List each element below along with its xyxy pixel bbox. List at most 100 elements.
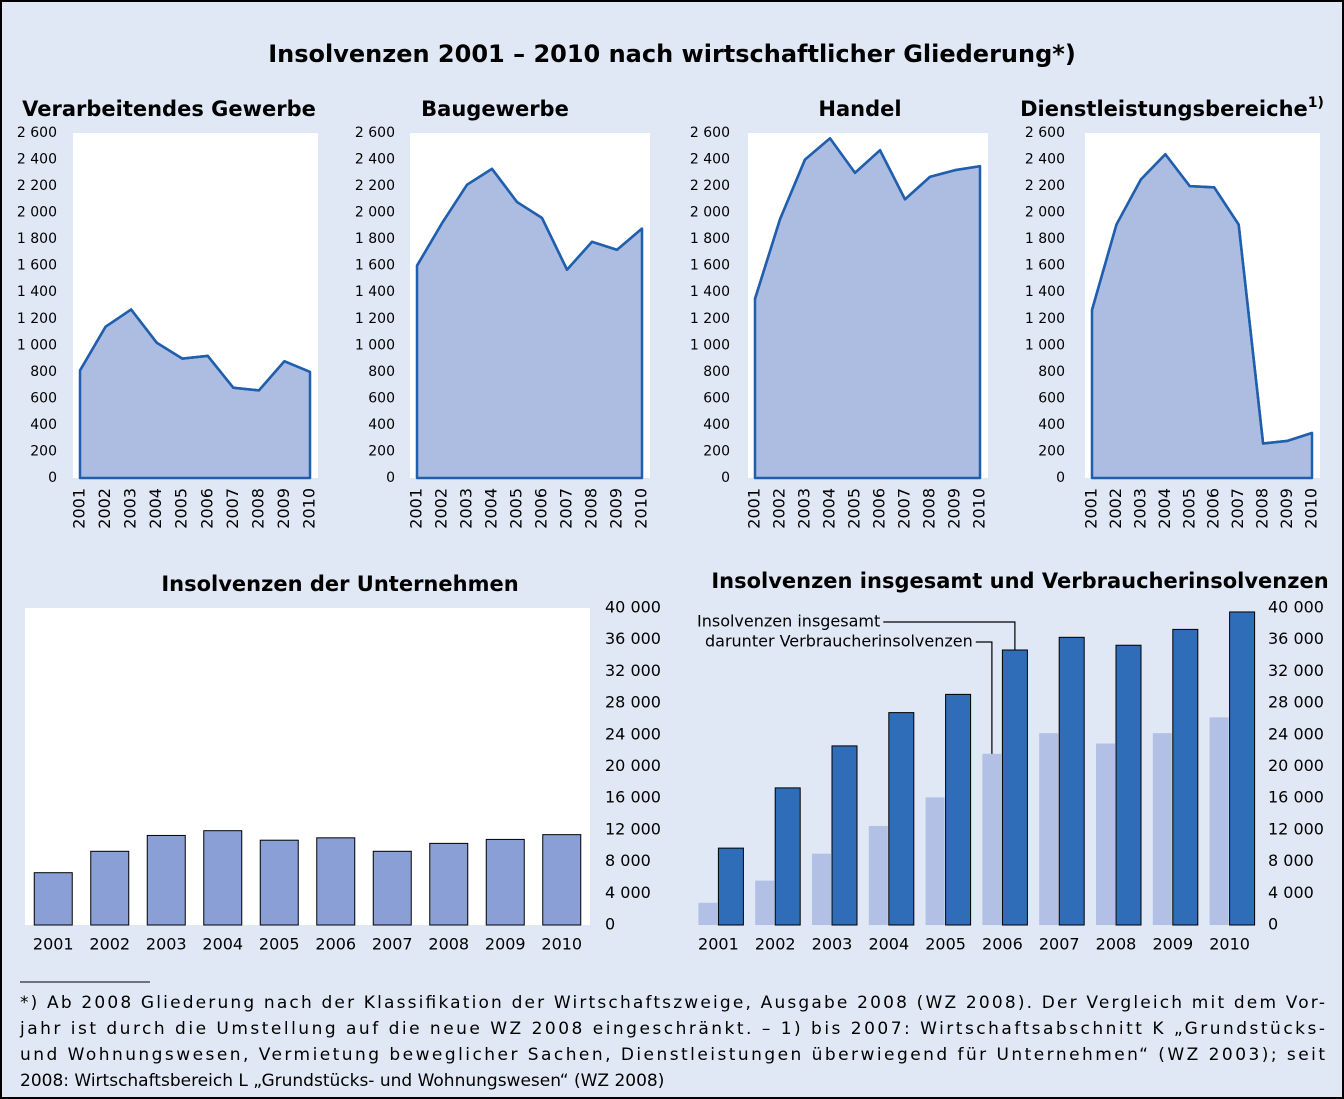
y-tick-label: 2 400 (355, 152, 395, 168)
chart-title: Dienstleistungsbereiche1) (1020, 95, 1324, 121)
x-tick-label: 2003 (812, 935, 853, 954)
y-tick-label: 400 (30, 417, 57, 433)
bar (1172, 628, 1199, 926)
y-tick-label: 20 000 (1268, 756, 1324, 775)
chart-title: Insolvenzen der Unternehmen (161, 572, 518, 596)
bar (698, 902, 718, 925)
x-tick-label: 2001 (698, 935, 739, 954)
y-tick-label: 12 000 (1268, 819, 1324, 838)
x-tick-label: 2004 (202, 935, 243, 954)
y-tick-label: 200 (30, 443, 57, 459)
bar (90, 850, 130, 926)
y-tick-label: 1 400 (17, 284, 57, 300)
y-tick-label: 2 600 (355, 125, 395, 141)
chart-title: Insolvenzen insgesamt und Verbraucherins… (711, 569, 1328, 593)
y-tick-label: 1 200 (1025, 311, 1065, 327)
y-tick-label: 800 (1038, 364, 1065, 380)
y-tick-label: 0 (605, 915, 615, 934)
y-tick-label: 2 000 (17, 205, 57, 221)
y-tick-label: 32 000 (1268, 661, 1324, 680)
y-tick-label: 2 000 (1025, 205, 1065, 221)
y-tick-label: 200 (703, 443, 730, 459)
y-tick-label: 1 600 (355, 258, 395, 274)
x-tick-label: 2010 (1302, 488, 1321, 529)
x-tick-label: 2004 (482, 488, 501, 529)
y-tick-label: 1 400 (690, 284, 730, 300)
y-tick-label: 2 000 (355, 205, 395, 221)
x-tick-label: 2009 (607, 488, 626, 529)
y-tick-label: 2 400 (690, 152, 730, 168)
x-tick-label: 2002 (1106, 488, 1125, 529)
bar (831, 745, 858, 926)
x-tick-label: 2007 (223, 488, 242, 529)
x-tick-label: 2001 (33, 935, 74, 954)
y-tick-label: 400 (1038, 417, 1065, 433)
y-tick-label: 1 000 (1025, 337, 1065, 353)
y-tick-label: 1 600 (690, 258, 730, 274)
x-tick-label: 2002 (432, 488, 451, 529)
x-tick-label: 2004 (868, 935, 909, 954)
footnote-line: *) Ab 2008 Gliederung nach der Klassifik… (20, 993, 1325, 1013)
chart-title-text: Dienstleistungsbereiche (1020, 97, 1308, 121)
x-tick-label: 2005 (259, 935, 300, 954)
x-tick-label: 2002 (770, 488, 789, 529)
bar (774, 787, 801, 926)
x-tick-label: 2001 (407, 488, 426, 529)
y-tick-label: 28 000 (1268, 693, 1324, 712)
x-tick-label: 2003 (121, 488, 140, 529)
bar (1115, 644, 1142, 926)
chart-title: Handel (818, 97, 901, 121)
y-tick-label: 36 000 (1268, 629, 1324, 648)
x-tick-label: 2006 (870, 488, 889, 529)
y-tick-label: 1 000 (690, 337, 730, 353)
y-tick-label: 1 600 (17, 258, 57, 274)
y-tick-label: 1 800 (1025, 231, 1065, 247)
bar (755, 880, 775, 925)
y-tick-label: 1 400 (355, 284, 395, 300)
y-tick-label: 600 (30, 390, 57, 406)
bar (812, 853, 831, 925)
bar (146, 834, 186, 926)
x-tick-label: 2009 (1277, 488, 1296, 529)
footnote-line: 2008: Wirtschaftsbereich L „Grundstücks-… (20, 1071, 664, 1091)
x-tick-label: 2004 (1155, 488, 1174, 529)
x-tick-label: 2008 (248, 488, 267, 529)
y-tick-label: 8 000 (605, 851, 651, 870)
y-tick-label: 2 600 (690, 125, 730, 141)
y-tick-label: 0 (721, 470, 730, 486)
bar (1152, 733, 1172, 925)
x-tick-label: 2001 (1082, 488, 1101, 529)
line (415, 167, 643, 271)
legend-label: darunter Verbraucherinsolvenzen (705, 632, 973, 651)
line (1090, 152, 1313, 445)
y-tick-label: 16 000 (605, 788, 661, 807)
x-tick-label: 2009 (485, 935, 526, 954)
y-tick-label: 200 (1038, 443, 1065, 459)
x-tick-label: 2009 (945, 488, 964, 529)
x-tick-label: 2004 (146, 488, 165, 529)
line (753, 137, 981, 300)
x-tick-label: 2001 (745, 488, 764, 529)
y-tick-label: 4 000 (605, 883, 651, 902)
bar (1096, 743, 1115, 925)
x-tick-label: 2003 (146, 935, 187, 954)
x-tick-label: 2001 (70, 488, 89, 529)
x-tick-label: 2010 (541, 935, 582, 954)
bar (203, 830, 243, 926)
main-title: Insolvenzen 2001 – 2010 nach wirtschaftl… (268, 40, 1076, 68)
bar (316, 837, 356, 926)
x-tick-label: 2003 (795, 488, 814, 529)
y-tick-label: 0 (48, 470, 57, 486)
line (78, 308, 311, 392)
bar (1058, 636, 1085, 926)
x-tick-label: 2005 (507, 488, 526, 529)
x-tick-label: 2007 (372, 935, 413, 954)
x-tick-label: 2002 (89, 935, 130, 954)
x-tick-label: 2009 (1152, 935, 1193, 954)
x-tick-label: 2008 (582, 488, 601, 529)
x-tick-label: 2005 (845, 488, 864, 529)
y-tick-label: 20 000 (605, 756, 661, 775)
x-tick-label: 2006 (315, 935, 356, 954)
x-tick-label: 2008 (428, 935, 469, 954)
